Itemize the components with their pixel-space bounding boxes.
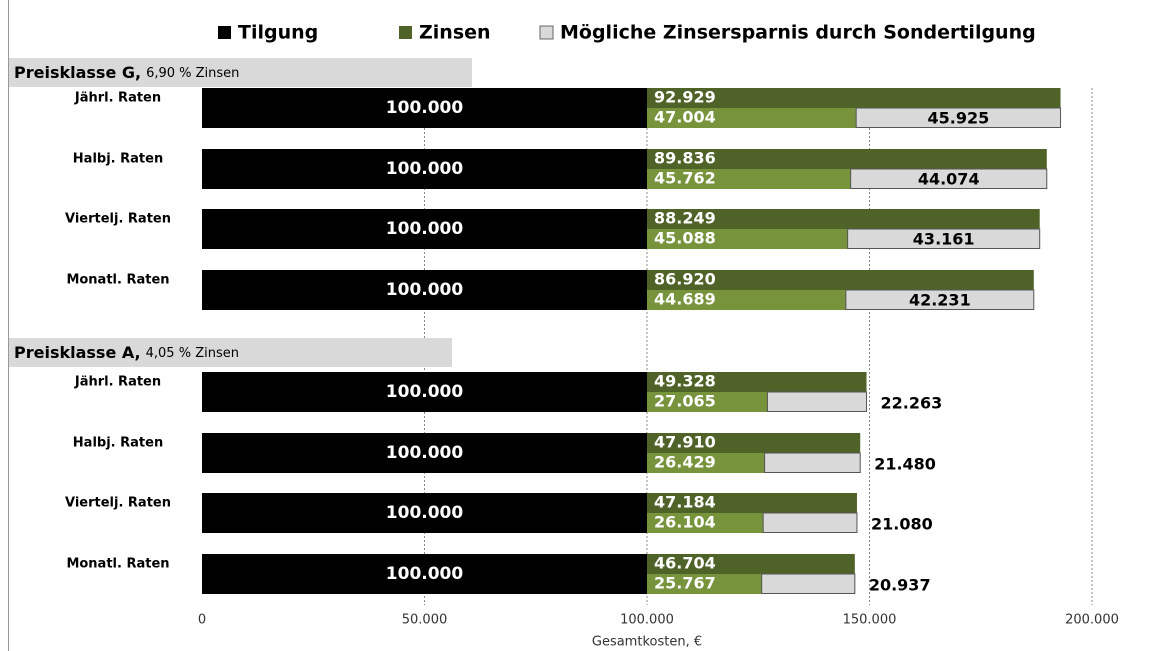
bar-label: 100.000 — [386, 159, 464, 179]
bar-zinsen-reduced — [647, 453, 765, 473]
bar-tilgung — [202, 433, 647, 473]
bar-label: 88.249 — [654, 209, 716, 228]
panel-header — [9, 338, 452, 367]
panel-title-main: Preisklasse A, — [14, 343, 141, 362]
bar-label: 92.929 — [654, 88, 716, 107]
x-tick-label: 100.000 — [620, 613, 674, 628]
bar-zinsen — [647, 88, 1061, 108]
category-label: Viertelj. Raten — [65, 496, 171, 511]
bar-label: 43.161 — [913, 230, 975, 249]
bar-zinsen-reduced — [647, 574, 762, 594]
bar-label: 45.088 — [654, 229, 716, 248]
bar-ersparnis — [855, 107, 1062, 128]
bar-zinsen-reduced — [647, 229, 848, 249]
bar-label: 47.004 — [654, 108, 716, 127]
bar-label: 47.910 — [654, 433, 716, 452]
bar-label: 49.328 — [654, 372, 716, 391]
bar-zinsen — [647, 270, 1034, 290]
bar-label: 100.000 — [386, 503, 464, 523]
bar-ersparnis — [850, 168, 1048, 189]
bar-label: 44.689 — [654, 290, 716, 309]
bar-label: 26.104 — [654, 513, 716, 532]
bar-label: 42.231 — [909, 291, 971, 310]
bar-tilgung — [202, 493, 647, 533]
bar-label: 86.920 — [654, 270, 716, 289]
bar-label: 44.074 — [918, 170, 980, 189]
bar-ersparnis — [845, 289, 1035, 310]
bar-ersparnis — [761, 573, 856, 594]
bar-zinsen — [647, 372, 867, 392]
x-tick-label: 200.000 — [1065, 613, 1119, 628]
bar-zinsen-reduced — [647, 108, 857, 128]
category-label: Halbj. Raten — [73, 436, 163, 451]
category-label: Jährl. Raten — [74, 375, 161, 390]
bar-label: 27.065 — [654, 392, 716, 411]
bar-tilgung — [202, 149, 647, 189]
legend-label: Zinsen — [419, 22, 491, 44]
bar-zinsen — [647, 209, 1040, 229]
bar-ersparnis — [762, 512, 858, 533]
bar-zinsen-reduced — [647, 169, 851, 189]
category-label: Halbj. Raten — [73, 152, 163, 167]
bar-zinsen — [647, 554, 855, 574]
bar-tilgung — [202, 372, 647, 412]
panel-title: Preisklasse A, 4,05 % Zinsen — [14, 343, 239, 362]
bar-label: 47.184 — [654, 493, 716, 512]
panel-title-main: Preisklasse G, — [14, 63, 141, 82]
bar-label: 26.429 — [654, 453, 716, 472]
bar-label: 45.762 — [654, 169, 716, 188]
bar-tilgung — [202, 209, 647, 249]
category-label: Jährl. Raten — [74, 91, 161, 106]
bar-ersparnis — [847, 228, 1041, 249]
category-label: Monatl. Raten — [66, 273, 169, 288]
bar-label: 21.480 — [874, 455, 936, 474]
bar-zinsen-reduced — [647, 290, 846, 310]
x-tick-label: 50.000 — [402, 613, 448, 628]
bar-label: 21.080 — [871, 515, 933, 534]
bar-label: 46.704 — [654, 554, 716, 573]
bar-ersparnis — [766, 391, 868, 412]
bar-label: 45.925 — [927, 109, 989, 128]
bar-label: 100.000 — [386, 443, 464, 463]
panel-subtitle: 6,90 % Zinsen — [146, 66, 239, 81]
bar-label: 22.263 — [881, 394, 943, 413]
bar-label: 100.000 — [386, 564, 464, 584]
bar-label: 100.000 — [386, 382, 464, 402]
bar-tilgung — [202, 554, 647, 594]
bar-label: 20.937 — [869, 576, 931, 595]
bar-label: 100.000 — [386, 98, 464, 118]
category-label: Viertelj. Raten — [65, 212, 171, 227]
bar-zinsen — [647, 493, 857, 513]
x-tick-label: 0 — [198, 613, 206, 628]
category-label: Monatl. Raten — [66, 557, 169, 572]
bar-zinsen-reduced — [647, 392, 768, 412]
bar-label: 89.836 — [654, 149, 716, 168]
panel-subtitle: 4,05 % Zinsen — [146, 346, 239, 361]
legend-label: Tilgung — [238, 22, 318, 44]
legend-swatch — [539, 25, 554, 40]
x-axis-label: Gesamtkosten, € — [592, 635, 702, 650]
bar-label: 100.000 — [386, 219, 464, 239]
bar-ersparnis — [764, 452, 861, 473]
bar-tilgung — [202, 88, 647, 128]
x-tick-label: 150.000 — [843, 613, 897, 628]
bar-label: 100.000 — [386, 280, 464, 300]
panel-title: Preisklasse G, 6,90 % Zinsen — [14, 63, 239, 82]
bar-tilgung — [202, 270, 647, 310]
bar-zinsen-reduced — [647, 513, 764, 533]
legend-swatch — [399, 26, 412, 39]
bar-zinsen — [647, 149, 1047, 169]
legend-swatch — [218, 26, 231, 39]
panel-header — [9, 58, 472, 87]
legend-label: Mögliche Zinsersparnis durch Sondertilgu… — [560, 22, 1036, 44]
bar-zinsen — [647, 433, 861, 453]
bar-label: 25.767 — [654, 574, 716, 593]
